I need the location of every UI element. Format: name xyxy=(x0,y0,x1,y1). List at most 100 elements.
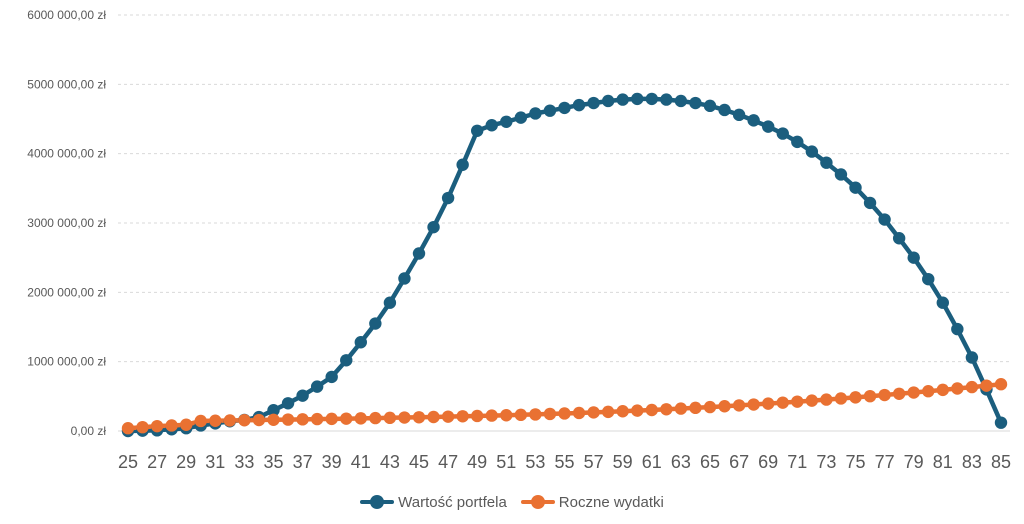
data-point-series-1 xyxy=(718,400,731,413)
data-point-series-1 xyxy=(325,412,338,426)
data-point-series-0 xyxy=(310,380,324,393)
legend-item-annual-expenses: Roczne wydatki xyxy=(520,494,664,511)
data-point-series-1 xyxy=(369,411,382,425)
data-point-series-0 xyxy=(732,108,746,122)
data-point-series-1 xyxy=(689,401,702,415)
legend: Wartość portfela Roczne wydatki xyxy=(0,490,1024,514)
data-point-series-1 xyxy=(383,411,397,425)
series-line-0 xyxy=(125,96,1004,434)
data-point-series-1 xyxy=(645,403,658,417)
series xyxy=(121,92,1008,438)
x-tick-label: 25 xyxy=(118,452,138,472)
data-point-series-1 xyxy=(674,402,688,415)
data-point-series-1 xyxy=(703,400,717,414)
data-point-series-0 xyxy=(674,94,688,108)
data-point-series-1 xyxy=(892,387,906,400)
data-point-series-1 xyxy=(965,380,979,394)
legend-label-portfolio-value: Wartość portfela xyxy=(398,493,507,511)
data-point-series-0 xyxy=(762,120,775,133)
data-point-series-1 xyxy=(747,398,760,411)
x-tick-label: 35 xyxy=(263,452,283,472)
data-point-series-0 xyxy=(820,156,833,169)
data-point-series-0 xyxy=(267,404,280,417)
x-tick-label: 75 xyxy=(845,452,865,472)
data-point-series-0 xyxy=(340,354,353,367)
data-point-series-1 xyxy=(500,409,513,422)
data-point-series-0 xyxy=(558,101,571,115)
data-point-series-1 xyxy=(791,395,804,408)
data-point-series-0 xyxy=(572,98,586,112)
data-point-series-0 xyxy=(485,119,498,132)
data-point-series-1 xyxy=(660,403,673,416)
x-tick-label: 85 xyxy=(991,452,1011,472)
data-point-series-0 xyxy=(951,322,964,336)
x-tick-label: 79 xyxy=(904,452,924,472)
data-point-series-0 xyxy=(616,93,629,106)
x-tick-label: 55 xyxy=(554,452,574,472)
data-point-series-1 xyxy=(616,405,629,418)
data-point-series-1 xyxy=(543,407,557,421)
x-tick-label: 63 xyxy=(671,452,691,472)
data-point-series-1 xyxy=(878,388,891,402)
data-point-series-1 xyxy=(980,379,993,392)
x-tick-label: 47 xyxy=(438,452,458,472)
data-point-series-1 xyxy=(631,404,644,417)
gridlines xyxy=(118,14,1010,363)
data-point-series-1 xyxy=(834,392,848,405)
data-point-series-0 xyxy=(412,247,426,260)
y-tick-label: 3000 000,00 zł xyxy=(27,216,106,230)
data-point-series-1 xyxy=(281,413,295,426)
data-point-series-1 xyxy=(194,414,207,428)
data-point-series-0 xyxy=(325,370,338,384)
x-tick-label: 29 xyxy=(176,452,196,472)
data-point-series-1 xyxy=(805,394,819,407)
data-point-series-0 xyxy=(718,103,731,117)
data-point-series-1 xyxy=(209,414,222,427)
data-point-series-0 xyxy=(631,92,644,106)
x-tick-label: 31 xyxy=(205,452,225,472)
data-point-series-0 xyxy=(936,296,949,309)
data-point-series-0 xyxy=(922,272,935,286)
data-point-series-0 xyxy=(645,92,658,106)
data-point-series-0 xyxy=(994,416,1008,429)
data-point-series-1 xyxy=(252,413,266,427)
data-point-series-1 xyxy=(238,414,251,427)
data-point-series-0 xyxy=(456,158,469,171)
data-point-series-1 xyxy=(529,408,542,421)
x-tick-label: 53 xyxy=(525,452,545,472)
x-tick-label: 73 xyxy=(816,452,836,472)
data-point-series-0 xyxy=(398,272,411,285)
data-point-series-1 xyxy=(849,391,862,404)
data-point-series-1 xyxy=(762,397,775,410)
data-point-series-1 xyxy=(340,412,353,425)
data-point-series-1 xyxy=(398,411,411,424)
data-point-series-1 xyxy=(267,413,280,426)
data-point-series-1 xyxy=(296,413,309,426)
data-point-series-0 xyxy=(892,232,906,245)
data-point-series-0 xyxy=(543,104,557,117)
data-point-series-1 xyxy=(441,410,455,423)
data-point-series-1 xyxy=(558,407,571,420)
x-tick-label: 49 xyxy=(467,452,487,472)
y-tick-label: 6000 000,00 zł xyxy=(27,8,106,22)
data-point-series-0 xyxy=(689,96,702,110)
data-point-series-0 xyxy=(281,397,295,410)
data-point-series-1 xyxy=(922,385,935,398)
x-tick-label: 27 xyxy=(147,452,167,472)
legend-swatch-annual-expenses xyxy=(520,495,555,509)
legend-item-portfolio-value: Wartość portfela xyxy=(360,494,507,511)
x-tick-label: 69 xyxy=(758,452,778,472)
data-point-series-0 xyxy=(834,168,848,181)
x-tick-label: 39 xyxy=(322,452,342,472)
data-point-series-0 xyxy=(660,93,673,106)
data-point-series-0 xyxy=(500,115,513,128)
x-tick-label: 71 xyxy=(787,452,807,472)
data-point-series-0 xyxy=(776,127,789,140)
data-point-series-1 xyxy=(936,383,949,397)
data-point-series-0 xyxy=(849,181,862,194)
data-point-series-1 xyxy=(427,410,440,424)
data-point-series-1 xyxy=(863,389,877,403)
data-point-series-0 xyxy=(863,196,877,210)
data-point-series-0 xyxy=(805,145,819,158)
